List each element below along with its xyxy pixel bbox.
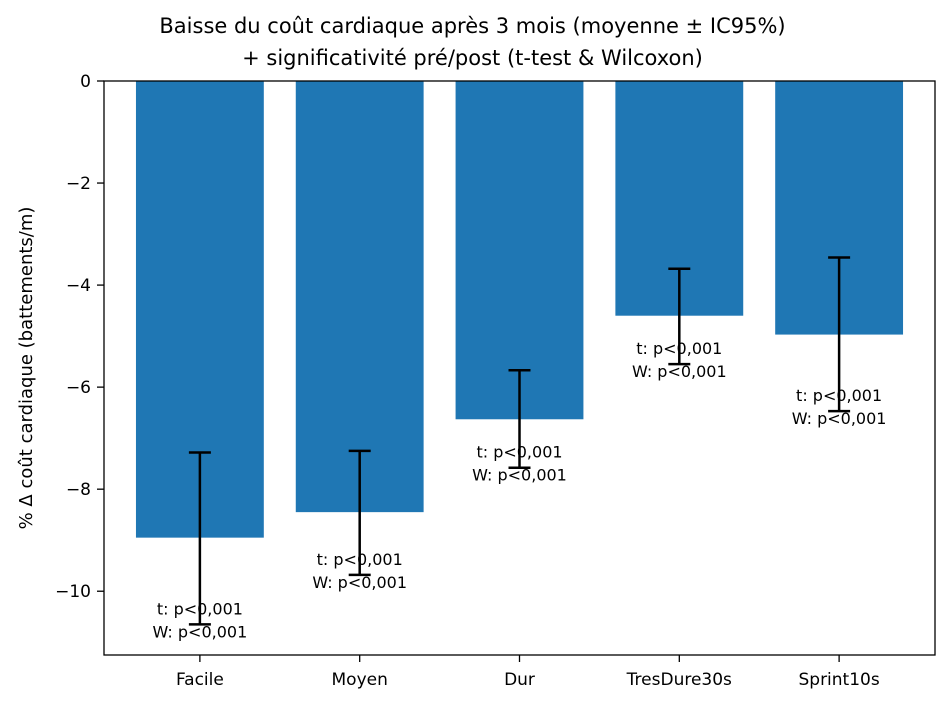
x-tick-label: Dur — [504, 670, 535, 690]
y-tick-label: 0 — [80, 72, 91, 92]
significance-annotation: W: p<0,001 — [632, 362, 727, 381]
chart-title-line2: + significativité pré/post (t-test & Wil… — [242, 46, 703, 70]
significance-annotation: W: p<0,001 — [153, 622, 248, 641]
y-tick-label: −6 — [66, 378, 91, 398]
bar-moyen — [295, 81, 424, 513]
x-tick-label: Sprint10s — [798, 670, 879, 690]
y-tick-label: −4 — [66, 276, 91, 296]
x-tick-label: Moyen — [332, 670, 388, 690]
x-tick-label: TresDure30s — [626, 670, 732, 690]
x-tick-label: Facile — [176, 670, 224, 690]
significance-annotation: W: p<0,001 — [312, 573, 407, 592]
bar-dur — [455, 81, 584, 420]
y-axis-label: % Δ coût cardiaque (battements/m) — [16, 207, 37, 530]
significance-annotation: W: p<0,001 — [472, 466, 567, 485]
y-tick-label: −8 — [66, 480, 91, 500]
y-tick-label: −10 — [55, 582, 91, 602]
significance-annotation: W: p<0,001 — [792, 409, 887, 428]
y-tick-label: −2 — [66, 174, 91, 194]
chart-title-line1: Baisse du coût cardiaque après 3 mois (m… — [159, 14, 786, 38]
